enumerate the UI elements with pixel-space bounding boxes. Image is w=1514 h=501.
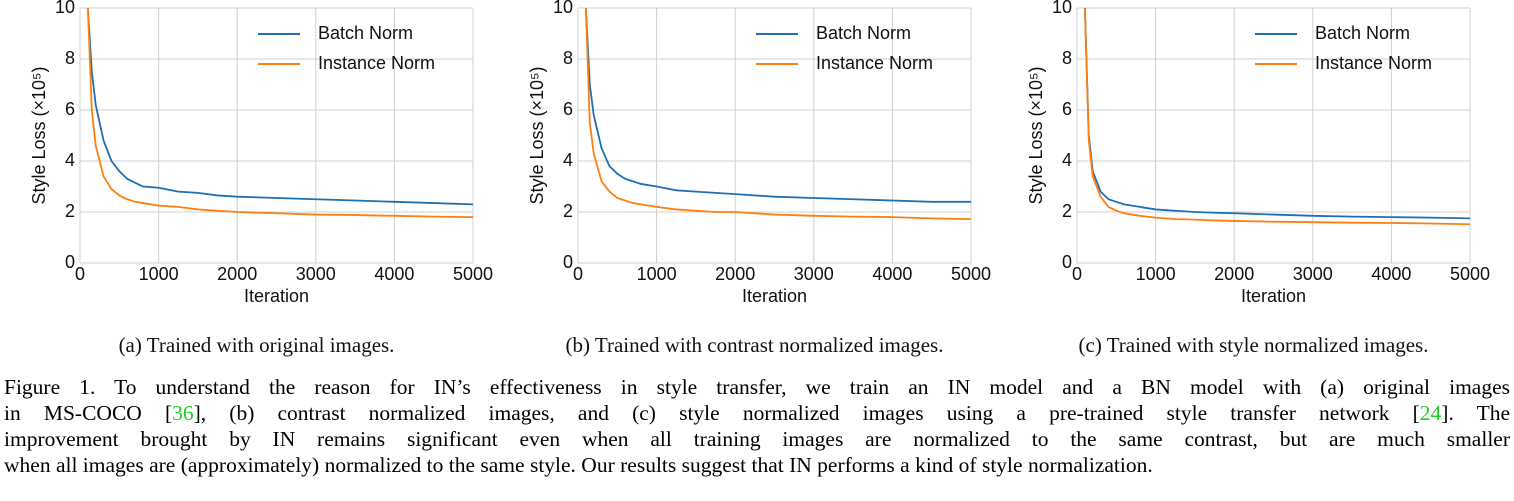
subcaption: (b) Trained with contrast normalized ima…	[566, 333, 944, 357]
y-axis-label: Style Loss (×10⁵)	[1026, 66, 1046, 204]
y-tick-label: 4	[563, 150, 573, 170]
x-tick-label: 2000	[1214, 264, 1254, 284]
x-tick-label: 0	[573, 264, 583, 284]
x-tick-label: 1000	[1136, 264, 1176, 284]
x-tick-label: 4000	[1371, 264, 1411, 284]
data-line	[584, 7, 972, 221]
y-tick-label: 6	[65, 99, 75, 119]
citation[interactable]: 36	[172, 401, 194, 425]
caption-text: when all images are (approximately) norm…	[4, 453, 1153, 477]
x-tick-label: 1000	[139, 264, 179, 284]
data-line	[1083, 7, 1471, 226]
x-tick-label: 0	[1072, 264, 1082, 284]
caption-text: ], (b) contrast normalized images, and (…	[193, 401, 1420, 425]
y-tick-label: 10	[55, 0, 75, 17]
y-axis-label: Style Loss (×10⁵)	[527, 66, 547, 204]
y-tick-label: 2	[563, 201, 573, 221]
x-tick-label: 2000	[217, 264, 257, 284]
caption-line: Figure 1. To understand the reason for I…	[4, 374, 1510, 400]
caption-text: in MS-COCO [	[4, 401, 173, 425]
legend-label: Batch Norm	[816, 23, 911, 43]
y-tick-label: 10	[1052, 0, 1072, 17]
y-tick-label: 8	[1062, 48, 1072, 68]
y-tick-label: 0	[1062, 252, 1072, 272]
y-tick-label: 0	[563, 252, 573, 272]
x-axis-label: Iteration	[1241, 286, 1306, 306]
caption-text: improvement brought by IN remains signif…	[4, 427, 1510, 451]
x-axis-label: Iteration	[244, 286, 309, 306]
caption-line: when all images are (approximately) norm…	[4, 452, 1510, 478]
y-tick-label: 4	[1062, 150, 1072, 170]
y-tick-label: 10	[553, 0, 573, 17]
y-tick-label: 0	[65, 252, 75, 272]
x-tick-label: 5000	[951, 264, 991, 284]
x-tick-label: 3000	[794, 264, 834, 284]
y-tick-label: 2	[65, 201, 75, 221]
x-tick-label: 1000	[637, 264, 677, 284]
y-tick-label: 6	[1062, 99, 1072, 119]
y-axis-label: Style Loss (×10⁵)	[29, 66, 49, 204]
caption-line: improvement brought by IN remains signif…	[4, 426, 1510, 452]
subcaption: (a) Trained with original images.	[119, 333, 395, 357]
y-tick-label: 4	[65, 150, 75, 170]
legend-label: Instance Norm	[1315, 53, 1432, 73]
legend-label: Batch Norm	[1315, 23, 1410, 43]
legend-label: Batch Norm	[318, 23, 413, 43]
x-tick-label: 4000	[872, 264, 912, 284]
y-tick-label: 8	[563, 48, 573, 68]
data-line	[86, 7, 474, 218]
legend-label: Instance Norm	[318, 53, 435, 73]
x-tick-label: 0	[75, 264, 85, 284]
data-line	[584, 7, 971, 203]
figure-caption: Figure 1. To understand the reason for I…	[4, 374, 1510, 478]
caption-text: Figure 1. To understand the reason for I…	[4, 375, 1510, 399]
y-tick-label: 8	[65, 48, 75, 68]
x-tick-label: 3000	[296, 264, 336, 284]
data-line	[1083, 7, 1471, 220]
caption-line: in MS-COCO [36], (b) contrast normalized…	[4, 400, 1510, 426]
x-tick-label: 4000	[374, 264, 414, 284]
x-tick-label: 5000	[453, 264, 493, 284]
x-axis-label: Iteration	[742, 286, 807, 306]
citation[interactable]: 24	[1419, 401, 1442, 425]
y-tick-label: 6	[563, 99, 573, 119]
caption-text: ]. The	[1441, 401, 1510, 425]
x-tick-label: 5000	[1450, 264, 1490, 284]
y-tick-label: 2	[1062, 201, 1072, 221]
subcaption: (c) Trained with style normalized images…	[1079, 333, 1429, 357]
x-tick-label: 3000	[1293, 264, 1333, 284]
data-line	[86, 7, 474, 206]
legend-label: Instance Norm	[816, 53, 933, 73]
x-tick-label: 2000	[715, 264, 755, 284]
